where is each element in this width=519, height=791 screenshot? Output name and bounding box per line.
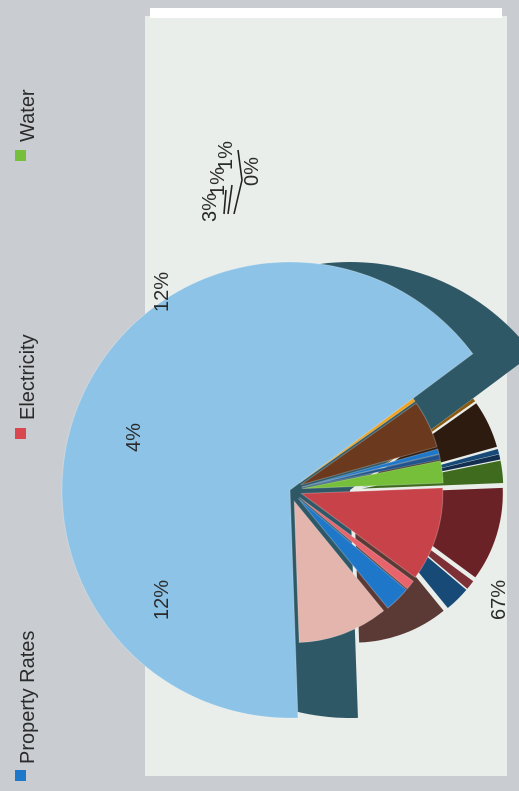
legend-swatch-electricity xyxy=(15,428,26,439)
slice-label-0pct: 0% xyxy=(241,157,263,186)
panel-top-strip xyxy=(150,8,502,18)
pie-slice-7 xyxy=(299,497,414,590)
leader-line-1pct-b xyxy=(223,189,227,215)
leader-line-0pct xyxy=(233,149,243,215)
pie-slice-0 xyxy=(61,261,474,719)
leader-line-1pct-a xyxy=(227,184,233,215)
pie-slice-9 xyxy=(293,499,385,644)
slice-label-4pct: 4% xyxy=(123,423,145,452)
pie-slice-4 xyxy=(301,453,441,488)
pie-slice-2 xyxy=(300,402,438,486)
legend-swatch-property-rates xyxy=(15,770,26,781)
pie-slices xyxy=(61,261,474,719)
pie-slice-8 xyxy=(298,498,408,609)
legend-label-water: Water xyxy=(17,89,39,142)
legend: Property Rates Electricity Water xyxy=(15,89,39,781)
leader-lines xyxy=(223,149,243,215)
legend-item-electricity: Electricity xyxy=(15,334,39,439)
pie-slice-3 xyxy=(301,448,440,488)
slice-labels: 67% 12% 4% 12% 3% 1% 1% 0% xyxy=(123,141,510,620)
pie-slice-6 xyxy=(300,487,444,579)
slice-label-property-rates: 67% xyxy=(488,580,510,620)
legend-swatch-water xyxy=(15,150,26,161)
pie-slice-1 xyxy=(299,397,416,484)
slice-label-1pct-a: 1% xyxy=(207,167,229,196)
legend-item-property-rates: Property Rates xyxy=(15,631,39,781)
legend-label-electricity: Electricity xyxy=(17,334,39,420)
slice-label-12pct-lower: 12% xyxy=(151,580,173,620)
slice-label-1pct-b: 1% xyxy=(215,141,237,170)
pie-slice-5 xyxy=(301,460,444,490)
legend-item-water: Water xyxy=(15,89,39,161)
slice-label-3pct: 3% xyxy=(199,193,221,222)
legend-label-property-rates: Property Rates xyxy=(17,631,39,764)
slice-label-12pct-electricity: 12% xyxy=(151,272,173,312)
